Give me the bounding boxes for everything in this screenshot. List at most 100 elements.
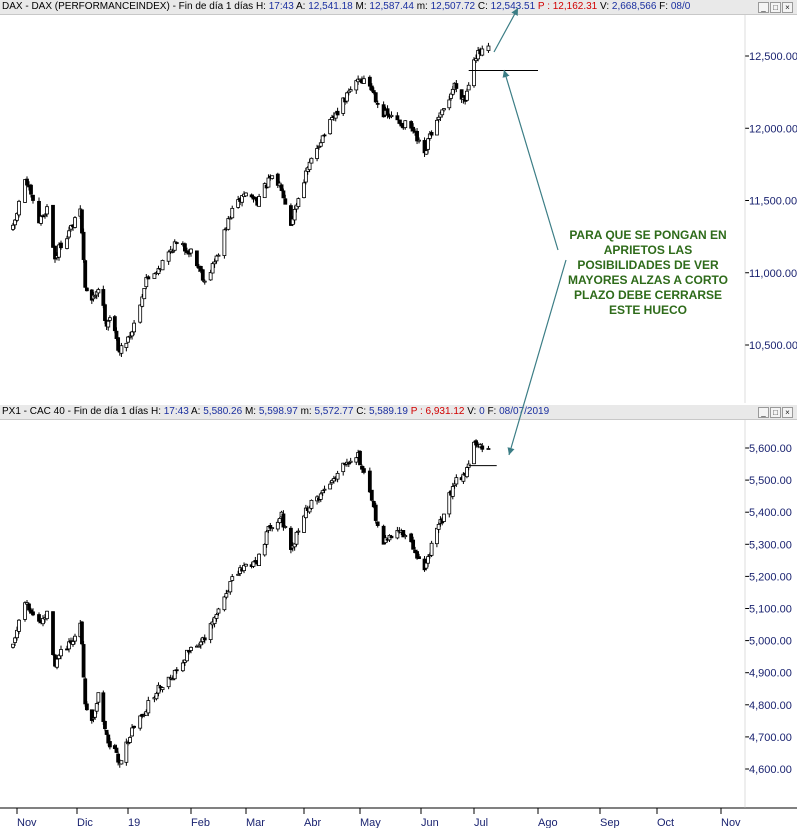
dax-candle-body <box>146 276 151 280</box>
dax-candle <box>202 279 207 285</box>
cac-close-button[interactable]: × <box>782 407 793 418</box>
dax-candle <box>216 253 221 257</box>
cac-candle <box>335 470 340 483</box>
cac-p-label: P : <box>410 406 423 417</box>
cac-candle-body <box>486 448 491 450</box>
cac-minimize-button[interactable]: _ <box>758 407 769 418</box>
dax-candle <box>156 265 161 276</box>
dax-candle-body <box>385 108 390 116</box>
cac-candle <box>185 649 189 662</box>
dax-candle-body <box>156 268 161 274</box>
cac-candle <box>277 517 282 525</box>
dax-candle-body <box>362 78 366 84</box>
dax-candle-body <box>436 116 441 121</box>
dax-ytick-label: 12,000.00 <box>749 123 797 135</box>
cac-candle-body <box>367 470 372 493</box>
dax-candle-body <box>322 134 327 137</box>
cac-candle-body <box>281 513 286 528</box>
dax-candle <box>17 199 21 218</box>
dax-candle-body <box>83 260 88 288</box>
cac-candle-body <box>94 703 99 712</box>
cac-c-label: C: <box>356 406 367 417</box>
dax-candle-body <box>434 119 439 136</box>
dax-m-label: M: <box>355 1 367 12</box>
dax-candle-body <box>39 215 43 224</box>
cac-candle <box>11 643 15 649</box>
x-tick-label: Mar <box>246 817 265 828</box>
x-tick-label: Ago <box>538 817 558 828</box>
dax-candle <box>385 105 390 119</box>
cac-candle <box>41 615 45 627</box>
arrow-to-dax-gap <box>502 69 559 251</box>
dax-candle <box>130 330 134 340</box>
dax-candle <box>128 331 132 340</box>
dax-candle <box>29 183 33 198</box>
dax-candle <box>37 197 41 224</box>
dax-candle-body <box>119 345 124 354</box>
cac-candle-body <box>424 562 429 569</box>
dax-candle-body <box>57 244 61 258</box>
dax-v-label: V: <box>600 1 610 12</box>
dax-candle <box>67 226 71 240</box>
dax-candle-body <box>212 261 217 265</box>
x-tick-label: May <box>360 817 381 828</box>
cac-candle-body <box>472 441 476 465</box>
dax-candle <box>53 245 57 263</box>
cac-candle <box>224 589 229 600</box>
dax-candle-body <box>202 280 207 283</box>
cac-candle-body <box>11 643 15 648</box>
dax-candle <box>126 335 130 343</box>
dax-candle <box>257 193 261 207</box>
dax-maximize-button[interactable]: □ <box>770 2 781 13</box>
dax-candle <box>80 209 84 235</box>
dax-candle-body <box>375 102 380 105</box>
cac-candle-body <box>320 490 325 494</box>
cac-candle-body <box>116 753 121 763</box>
dax-candle <box>222 228 227 259</box>
dax-candle-body <box>296 198 301 207</box>
dax-minimize-button[interactable]: _ <box>758 2 769 13</box>
dax-candle <box>240 195 244 207</box>
dax-candle-body <box>128 335 132 338</box>
dax-close-button[interactable]: × <box>782 2 793 13</box>
cac-candle <box>144 709 149 716</box>
cac-candle-body <box>348 460 353 463</box>
dax-candle-body <box>130 331 134 337</box>
cac-v-label: V: <box>467 406 477 417</box>
dax-candle <box>434 117 439 136</box>
dax-m-value: 12,587.44 <box>369 1 414 12</box>
dax-candle-body <box>270 175 275 179</box>
cac-candle <box>108 737 112 750</box>
cac-candle <box>486 445 491 450</box>
cac-maximize-button[interactable]: □ <box>770 407 781 418</box>
dax-a-value: 12,541.18 <box>308 1 353 12</box>
dax-candle-body <box>172 241 177 251</box>
cac-candle-body <box>369 489 374 501</box>
cac-candle-body <box>180 662 185 672</box>
cac-candle-body <box>275 521 280 530</box>
cac-a-label: A: <box>191 406 201 417</box>
cac-min-label: m: <box>300 406 312 417</box>
dax-candle-body <box>440 109 445 116</box>
dax-candle-body <box>25 178 29 186</box>
cac-candle-body <box>251 561 256 567</box>
cac-candle-body <box>67 641 71 650</box>
dax-candle-body <box>67 230 71 238</box>
cac-candle <box>362 466 366 475</box>
dax-candle-body <box>183 243 187 252</box>
dax-header-text: DAX - DAX (PERFORMANCEINDEX) - Fin de dí… <box>2 0 690 14</box>
dax-candle-body <box>315 148 319 159</box>
dax-candle <box>270 175 275 180</box>
cac-candle-body <box>96 692 101 703</box>
dax-c-value: 12,543.51 <box>490 1 536 12</box>
cac-candle <box>309 499 314 510</box>
dax-candle <box>59 240 63 250</box>
dax-candle-body <box>369 85 374 91</box>
cac-candle-body <box>170 678 175 681</box>
dax-p-label: P : <box>537 1 550 12</box>
dax-candle-body <box>108 317 112 321</box>
cac-candle-body <box>341 462 346 473</box>
cac-candle <box>436 522 441 534</box>
dax-candle-body <box>279 184 284 191</box>
